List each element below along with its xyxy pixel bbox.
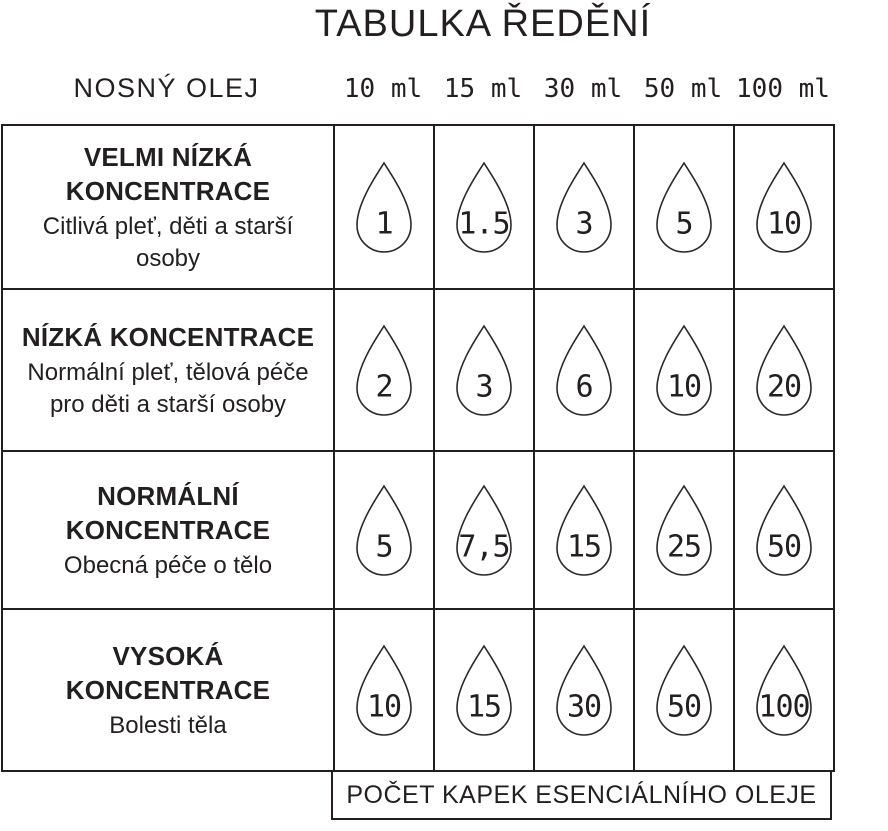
drop-count-value: 15 <box>466 689 502 725</box>
drop-count-value: 50 <box>766 529 802 565</box>
drop-cell: 15 <box>433 608 533 770</box>
row-label-cell: VYSOKÁ KONCENTRACE Bolesti těla <box>3 608 333 770</box>
drop-count-value: 25 <box>666 529 702 565</box>
teardrop-icon: 3 <box>453 323 515 417</box>
drop-cell: 3 <box>433 288 533 450</box>
teardrop-icon: 25 <box>653 483 715 577</box>
concentration-description: Bolesti těla <box>109 711 227 739</box>
drop-count-value: 5 <box>375 529 393 565</box>
drop-count-value: 20 <box>766 369 802 405</box>
drop-count-value: 10 <box>766 206 802 242</box>
drop-cell: 3 <box>533 126 633 288</box>
drop-cell: 5 <box>333 450 433 608</box>
drops-caption-box: POČET KAPEK ESENCIÁLNÍHO OLEJE <box>331 770 832 820</box>
drop-count-value: 30 <box>566 689 602 725</box>
teardrop-icon: 5 <box>653 160 715 254</box>
teardrop-icon: 50 <box>653 643 715 737</box>
drop-count-value: 15 <box>566 529 602 565</box>
drop-count-value: 3 <box>475 369 493 405</box>
teardrop-icon: 10 <box>653 323 715 417</box>
carrier-oil-label: NOSNÝ OLEJ <box>73 73 260 103</box>
drop-cell: 30 <box>533 608 633 770</box>
drop-cell: 20 <box>733 288 833 450</box>
row-label-cell: NORMÁLNÍ KONCENTRACE Obecná péče o tělo <box>3 450 333 608</box>
drop-cell: 1 <box>333 126 433 288</box>
teardrop-icon: 10 <box>753 160 815 254</box>
drop-cell: 7,5 <box>433 450 533 608</box>
drop-count-value: 1.5 <box>458 206 510 242</box>
dilution-table: VELMI NÍZKÁ KONCENTRACE Citlivá pleť, dě… <box>1 124 835 772</box>
drop-count-value: 6 <box>575 369 593 405</box>
teardrop-icon: 30 <box>553 643 615 737</box>
concentration-description: Normální pleť, tělová péče pro děti a st… <box>27 358 309 418</box>
volume-header: 50 ml <box>643 74 723 104</box>
teardrop-icon: 1.5 <box>453 160 515 254</box>
drop-cell: 10 <box>633 288 733 450</box>
teardrop-icon: 15 <box>553 483 615 577</box>
teardrop-icon: 10 <box>353 643 415 737</box>
row-label-cell: VELMI NÍZKÁ KONCENTRACE Citlivá pleť, dě… <box>3 126 333 288</box>
volume-header: 100 ml <box>736 74 830 104</box>
drop-count-value: 2 <box>375 369 393 405</box>
drop-cell: 100 <box>733 608 833 770</box>
drop-cell: 10 <box>333 608 433 770</box>
volume-header: 15 ml <box>443 74 523 104</box>
teardrop-icon: 1 <box>353 160 415 254</box>
row-label-cell: NÍZKÁ KONCENTRACE Normální pleť, tělová … <box>3 288 333 450</box>
teardrop-icon: 7,5 <box>453 483 515 577</box>
drop-cell: 1.5 <box>433 126 533 288</box>
concentration-heading: VELMI NÍZKÁ KONCENTRACE <box>65 141 271 206</box>
concentration-heading: VYSOKÁ KONCENTRACE <box>65 640 271 705</box>
drops-caption-label: POČET KAPEK ESENCIÁLNÍHO OLEJE <box>346 780 817 809</box>
teardrop-icon: 15 <box>453 643 515 737</box>
drop-cell: 10 <box>733 126 833 288</box>
drop-cell: 2 <box>333 288 433 450</box>
teardrop-icon: 3 <box>553 160 615 254</box>
teardrop-icon: 50 <box>753 483 815 577</box>
drop-count-value: 1 <box>375 206 393 242</box>
drop-count-value: 50 <box>666 689 702 725</box>
teardrop-icon: 2 <box>353 323 415 417</box>
drop-count-value: 10 <box>366 689 402 725</box>
concentration-description: Obecná péče o tělo <box>63 551 273 579</box>
concentration-heading: NÍZKÁ KONCENTRACE <box>21 321 315 352</box>
drop-cell: 15 <box>533 450 633 608</box>
drop-cell: 50 <box>633 608 733 770</box>
drop-cell: 25 <box>633 450 733 608</box>
teardrop-icon: 5 <box>353 483 415 577</box>
drop-count-value: 7,5 <box>458 529 510 565</box>
teardrop-icon: 6 <box>553 323 615 417</box>
teardrop-icon: 100 <box>753 643 815 737</box>
teardrop-icon: 20 <box>753 323 815 417</box>
drop-count-value: 3 <box>575 206 593 242</box>
drop-count-value: 100 <box>758 689 810 725</box>
page-title: TABULKA ŘEDĚNÍ <box>314 3 652 45</box>
volume-header: 30 ml <box>543 74 623 104</box>
drop-cell: 6 <box>533 288 633 450</box>
drop-cell: 50 <box>733 450 833 608</box>
volume-header: 10 ml <box>343 74 423 104</box>
concentration-description: Citlivá pleť, děti a starší osoby <box>42 212 294 272</box>
drop-count-value: 10 <box>666 369 702 405</box>
drop-count-value: 5 <box>675 206 693 242</box>
concentration-heading: NORMÁLNÍ KONCENTRACE <box>65 480 271 545</box>
drop-cell: 5 <box>633 126 733 288</box>
